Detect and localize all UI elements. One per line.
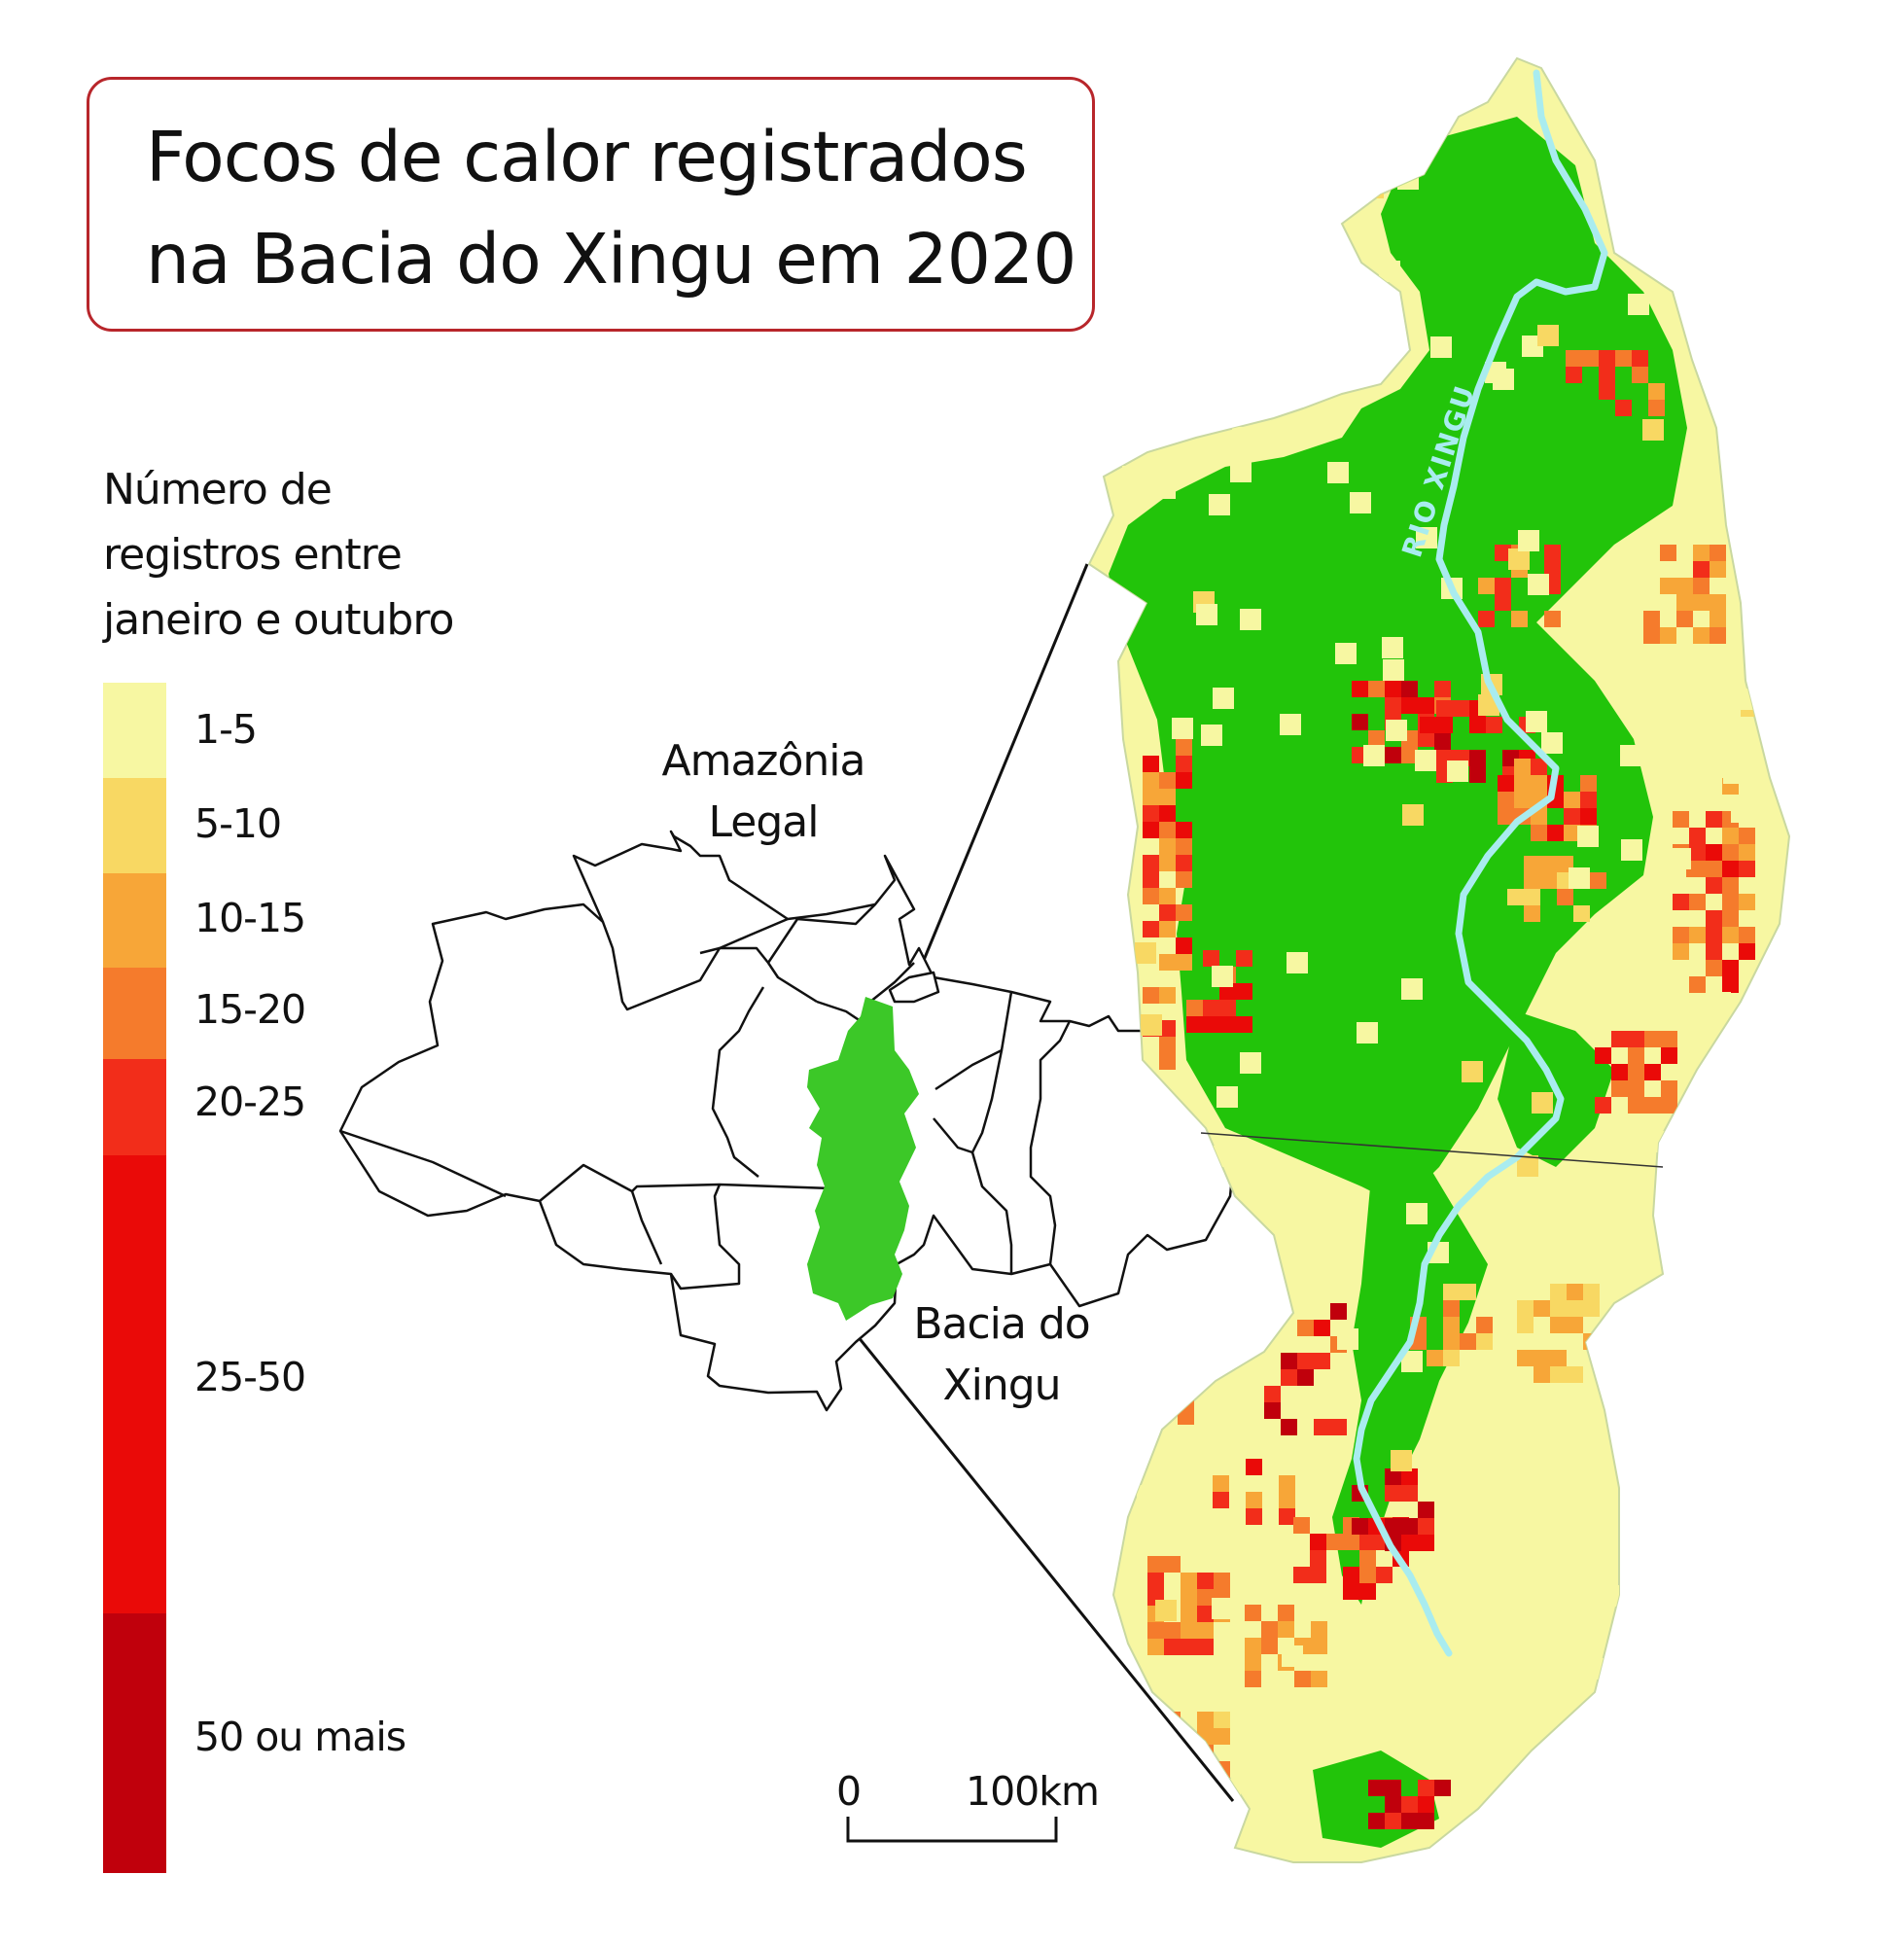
locator-basin	[807, 997, 919, 1321]
legend-heading-line-2: registros entre	[103, 530, 403, 580]
river-xingu	[1353, 69, 1608, 1657]
label-bacia-line-2: Xingu	[942, 1361, 1061, 1410]
legend-label-5: 20-25	[194, 1079, 306, 1125]
legend-swatch-2	[103, 778, 166, 873]
legend-swatch-7	[103, 1613, 166, 1873]
legend-swatch-1	[103, 683, 166, 778]
basin-map: RIO XINGU	[1087, 56, 1791, 1863]
scale-bar	[846, 1817, 1058, 1843]
scale-label-zero: 0	[836, 1768, 862, 1815]
scale-label-end: 100km	[966, 1768, 1100, 1815]
legend-label-4: 15-20	[194, 986, 306, 1033]
legend-heading-line-1: Número de	[103, 465, 333, 514]
legend-label-6: 25-50	[194, 1354, 306, 1400]
legend-label-1: 1-5	[194, 706, 258, 753]
label-amazonia-legal: Amazônia Legal	[642, 730, 885, 853]
legend-color-bar	[103, 683, 166, 1873]
connector-line-top	[913, 563, 1089, 982]
legend-swatch-4	[103, 968, 166, 1059]
legend-label-3: 10-15	[194, 895, 306, 941]
label-amazonia-line-1: Amazônia	[661, 736, 865, 786]
label-amazonia-line-2: Legal	[708, 797, 820, 847]
legend-heading-line-3: janeiro e outubro	[103, 595, 454, 645]
connector-line-bottom	[843, 1320, 1235, 1802]
state-border-line	[1200, 1132, 1664, 1168]
label-bacia-line-1: Bacia do	[913, 1299, 1090, 1349]
legend-label-7: 50 ou mais	[194, 1714, 406, 1760]
legend-swatch-3	[103, 873, 166, 968]
label-bacia-do-xingu: Bacia do Xingu	[880, 1293, 1123, 1416]
legend-swatch-5	[103, 1059, 166, 1155]
legend-swatch-6	[103, 1155, 166, 1613]
title-line-1: Focos de calor registrados	[146, 117, 1028, 197]
title-line-2: na Bacia do Xingu em 2020	[146, 219, 1076, 300]
legend-heading: Número de registros entre janeiro e outu…	[103, 457, 454, 653]
legend-label-2: 5-10	[194, 800, 282, 847]
title-box: Focos de calor registrados na Bacia do X…	[87, 77, 1095, 332]
